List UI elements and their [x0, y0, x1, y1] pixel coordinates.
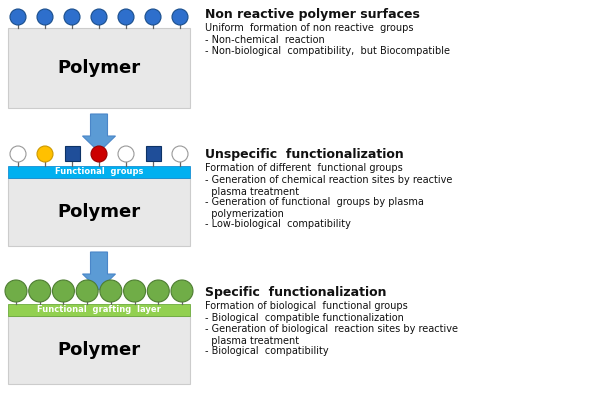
Bar — [8, 304, 190, 316]
Text: - Generation of functional  groups by plasma
  polymerization: - Generation of functional groups by pla… — [205, 197, 424, 219]
Bar — [8, 166, 190, 178]
Bar — [146, 146, 161, 162]
Circle shape — [64, 9, 80, 25]
Circle shape — [118, 9, 134, 25]
Circle shape — [37, 9, 53, 25]
Circle shape — [29, 280, 51, 302]
Circle shape — [118, 146, 134, 162]
Bar — [64, 146, 79, 162]
Circle shape — [91, 9, 107, 25]
Circle shape — [5, 280, 27, 302]
Text: Polymer: Polymer — [57, 59, 140, 77]
Circle shape — [100, 280, 122, 302]
Circle shape — [76, 280, 98, 302]
Text: Formation of biological  functional groups: Formation of biological functional group… — [205, 301, 408, 311]
Circle shape — [145, 9, 161, 25]
Bar — [8, 28, 190, 108]
Text: - Low-biological  compatibility: - Low-biological compatibility — [205, 219, 351, 229]
Text: Formation of different  functional groups: Formation of different functional groups — [205, 163, 403, 173]
Circle shape — [147, 280, 169, 302]
Text: Polymer: Polymer — [57, 341, 140, 359]
Circle shape — [123, 280, 146, 302]
Circle shape — [37, 146, 53, 162]
Circle shape — [52, 280, 75, 302]
Circle shape — [91, 146, 107, 162]
Circle shape — [171, 280, 193, 302]
Text: - Biological  compatible functionalization: - Biological compatible functionalizatio… — [205, 313, 404, 323]
Circle shape — [10, 146, 26, 162]
Text: Specific  functionalization: Specific functionalization — [205, 286, 386, 299]
Text: Polymer: Polymer — [57, 203, 140, 221]
Bar — [8, 316, 190, 384]
Text: Non reactive polymer surfaces: Non reactive polymer surfaces — [205, 8, 420, 21]
Bar — [8, 178, 190, 246]
Circle shape — [10, 9, 26, 25]
Text: Functional  grafting  layer: Functional grafting layer — [37, 305, 161, 314]
FancyArrow shape — [82, 114, 116, 152]
Circle shape — [172, 146, 188, 162]
Circle shape — [172, 9, 188, 25]
FancyArrow shape — [82, 252, 116, 290]
Text: - Non-chemical  reaction: - Non-chemical reaction — [205, 35, 324, 45]
Text: Uniform  formation of non reactive  groups: Uniform formation of non reactive groups — [205, 23, 414, 33]
Text: - Generation of biological  reaction sites by reactive
  plasma treatment: - Generation of biological reaction site… — [205, 324, 458, 346]
Text: - Generation of chemical reaction sites by reactive
  plasma treatment: - Generation of chemical reaction sites … — [205, 175, 452, 196]
Text: - Non-biological  compatibility,  but Biocompatible: - Non-biological compatibility, but Bioc… — [205, 46, 450, 56]
Text: - Biological  compatibility: - Biological compatibility — [205, 346, 329, 356]
Text: Functional  groups: Functional groups — [55, 168, 143, 176]
Text: Unspecific  functionalization: Unspecific functionalization — [205, 148, 404, 161]
